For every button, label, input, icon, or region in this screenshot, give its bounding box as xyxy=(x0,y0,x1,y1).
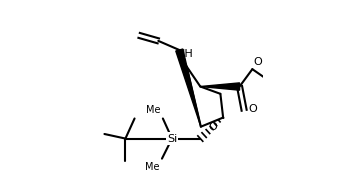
Text: Me: Me xyxy=(146,105,160,115)
Polygon shape xyxy=(176,49,201,127)
Text: O: O xyxy=(208,122,217,132)
Text: Si: Si xyxy=(167,134,177,144)
Text: O: O xyxy=(249,104,257,114)
Polygon shape xyxy=(200,83,239,90)
Text: NH: NH xyxy=(177,49,194,59)
Text: Me: Me xyxy=(145,162,159,172)
Text: O: O xyxy=(253,57,262,67)
